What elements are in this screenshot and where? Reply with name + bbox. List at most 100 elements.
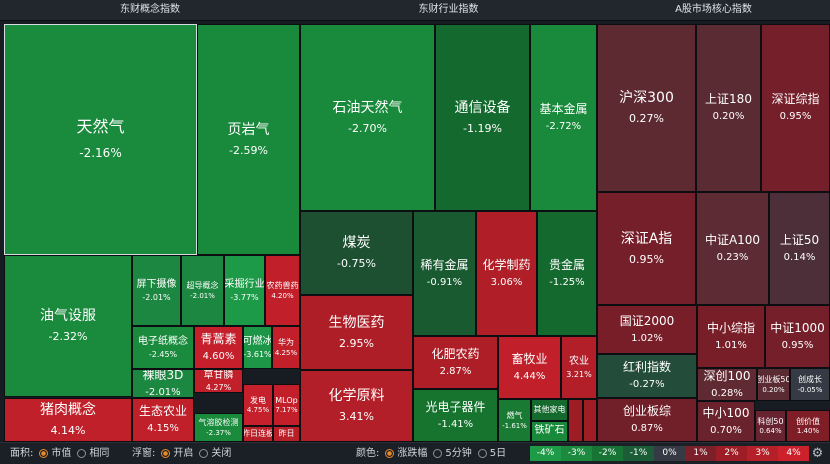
treemap-tile[interactable]: 科创50 0.64% — [755, 410, 786, 442]
treemap-tile[interactable]: 华为 4.25% — [272, 326, 300, 369]
panel-title: A股市场核心指数 — [597, 0, 830, 21]
treemap-tile[interactable]: 化学制药 3.06% — [476, 211, 537, 336]
tile-name: 基本金属 — [539, 101, 588, 116]
treemap-tile[interactable]: 上证50 0.14% — [769, 192, 830, 305]
treemap-tile[interactable]: 深创100 0.28% — [697, 368, 757, 401]
tile-name: 通信设备 — [454, 99, 511, 116]
color-option-5day[interactable]: 5日 — [489, 448, 507, 459]
treemap-tile[interactable]: 煤炭 -0.75% — [300, 211, 413, 295]
treemap-tile[interactable]: 猪肉概念 4.14% — [4, 398, 132, 442]
area-option-market-cap[interactable]: 市值 — [51, 448, 72, 459]
tile-change-pct: -0.75% — [337, 257, 376, 271]
tile-change-pct: -3.77% — [230, 292, 259, 302]
treemap-tile[interactable]: 生态农业 4.15% — [132, 398, 194, 442]
color-radio-5day[interactable] — [477, 449, 487, 458]
treemap-tile[interactable]: 裸眼3D -2.01% — [132, 369, 194, 398]
gear-icon[interactable]: ⚙ — [811, 446, 824, 461]
treemap-tile[interactable]: 化学原料 3.41% — [300, 370, 413, 442]
treemap-tile[interactable]: 光电子器件 -1.41% — [413, 389, 498, 442]
treemap-tile[interactable]: 青蒿素 4.60% — [194, 326, 243, 369]
treemap-tile[interactable]: 创业板综 0.87% — [597, 398, 697, 442]
tile-name: 农药兽药 — [266, 281, 299, 291]
tile-change-pct: -2.45% — [148, 349, 178, 359]
treemap-tile[interactable]: 生物医药 2.95% — [300, 295, 413, 370]
treemap-tile[interactable]: 草甘膦 4.27% — [194, 369, 243, 393]
treemap-tile[interactable]: 红利指数 -0.27% — [597, 354, 697, 398]
treemap-tile[interactable]: 电子纸概念 -2.45% — [132, 326, 194, 369]
treemap-tile[interactable]: 上证180 0.20% — [696, 24, 761, 192]
color-option-change[interactable]: 涨跌幅 — [397, 448, 428, 459]
legend-swatch[interactable]: -1% — [623, 446, 654, 461]
treemap-tile[interactable]: 通信设备 -1.19% — [435, 24, 530, 211]
tile-name: 创业板50 — [757, 375, 790, 385]
treemap-tile[interactable]: 沪深300 0.27% — [597, 24, 696, 192]
treemap-tile[interactable]: 创业板50 0.20% — [757, 368, 790, 401]
treemap-tile[interactable]: 创成长 -0.05% — [790, 368, 830, 401]
treemap-tile[interactable]: 页岩气 -2.59% — [197, 24, 300, 255]
treemap-tile[interactable]: 超导概念 -2.01% — [181, 255, 224, 326]
treemap-tile[interactable]: 中证1000 0.95% — [765, 305, 830, 368]
tile-change-pct: 0.95% — [779, 111, 812, 123]
treemap-tile[interactable]: 农业 3.21% — [561, 336, 597, 399]
treemap-tile[interactable]: 发电 4.75% — [243, 384, 273, 426]
treemap-tile[interactable]: 采掘行业 -3.77% — [224, 255, 265, 326]
treemap-tile[interactable]: 化肥农药 2.87% — [413, 336, 498, 389]
color-option-5min[interactable]: 5分钟 — [445, 448, 472, 459]
area-radio-equal[interactable] — [77, 449, 87, 458]
tile-change-pct: 0.14% — [783, 251, 816, 263]
legend-swatch[interactable]: 3% — [747, 446, 778, 461]
area-control: 面积: 市值 相同 — [10, 443, 109, 464]
treemap-tile[interactable]: 中小综指 1.01% — [697, 305, 765, 368]
treemap-tile[interactable]: 燃气 -1.61% — [498, 399, 531, 442]
treemap-tile[interactable]: 深证A指 0.95% — [597, 192, 696, 305]
treemap-tile[interactable]: 国证2000 1.02% — [597, 305, 697, 354]
treemap-tile[interactable]: 气溶胶检测 -2.37% — [194, 413, 243, 442]
tile-change-pct: 4.15% — [147, 423, 179, 435]
treemap-tile[interactable]: 天然气 -2.16% — [4, 24, 197, 255]
legend-swatch[interactable]: 4% — [778, 446, 809, 461]
treemap-tile[interactable]: 基本金属 -2.72% — [530, 24, 597, 211]
treemap-tile[interactable]: 创价值 1.40% — [786, 410, 830, 442]
float-radio-on[interactable] — [161, 449, 171, 458]
color-radio-5min[interactable] — [433, 449, 443, 458]
treemap-tile[interactable]: 畜牧业 4.44% — [498, 336, 561, 399]
tile-change-pct: -3.61% — [243, 349, 272, 359]
treemap-tile[interactable]: 稀有金属 -0.91% — [413, 211, 476, 336]
tile-change-pct: 0.20% — [712, 111, 745, 123]
treemap-tile[interactable]: 石油天然气 -2.70% — [300, 24, 435, 211]
area-radio-market-cap[interactable] — [39, 449, 49, 458]
treemap-tile[interactable]: 昨日 — [273, 426, 300, 442]
float-option-on[interactable]: 开启 — [173, 448, 194, 459]
legend-swatch[interactable]: -3% — [561, 446, 592, 461]
legend-swatch[interactable]: 0% — [654, 446, 685, 461]
treemap-tile[interactable]: 油气设服 -2.32% — [4, 255, 132, 397]
area-option-equal[interactable]: 相同 — [89, 448, 110, 459]
treemap-tile[interactable]: 可燃冰 -3.61% — [243, 326, 272, 369]
treemap-tile[interactable] — [583, 399, 597, 442]
treemap-tile[interactable]: 中证A100 0.23% — [696, 192, 769, 305]
treemap-tile[interactable]: 中小100 0.70% — [697, 401, 755, 442]
tile-name: 化学制药 — [482, 257, 531, 272]
treemap-tile[interactable]: 屏下摄像 -2.01% — [132, 255, 181, 326]
tile-name: 中证A100 — [704, 232, 761, 247]
treemap-tile[interactable]: 铁矿石 — [531, 421, 568, 442]
float-option-off[interactable]: 关闭 — [211, 448, 232, 459]
panel-title: 东财行业指数 — [300, 0, 597, 21]
legend-swatch[interactable]: 2% — [716, 446, 747, 461]
float-radio-off[interactable] — [199, 449, 209, 458]
treemap-tile[interactable]: 贵金属 -1.25% — [537, 211, 597, 336]
treemap-tile[interactable]: MLOp 7.17% — [273, 384, 300, 426]
color-radio-change[interactable] — [385, 449, 395, 458]
legend-swatch[interactable]: -2% — [592, 446, 623, 461]
treemap-tile[interactable] — [568, 399, 583, 442]
tile-name: 上证180 — [705, 92, 752, 107]
core-index-panel: A股市场核心指数 沪深300 0.27% 上证180 0.20% 深证综指 0.95% 深证… — [597, 0, 830, 442]
tile-change-pct: 0.95% — [629, 252, 664, 266]
legend-swatch[interactable]: -4% — [530, 446, 561, 461]
legend-swatch[interactable]: 1% — [685, 446, 716, 461]
treemap-tile[interactable]: 深证综指 0.95% — [761, 24, 830, 192]
treemap-tile[interactable]: 其他家电 — [531, 399, 568, 421]
treemap-tile[interactable]: 农药兽药 4.20% — [265, 255, 300, 326]
tile-change-pct: 4.60% — [202, 350, 235, 362]
treemap-tile[interactable]: 昨日连板 — [243, 426, 273, 442]
